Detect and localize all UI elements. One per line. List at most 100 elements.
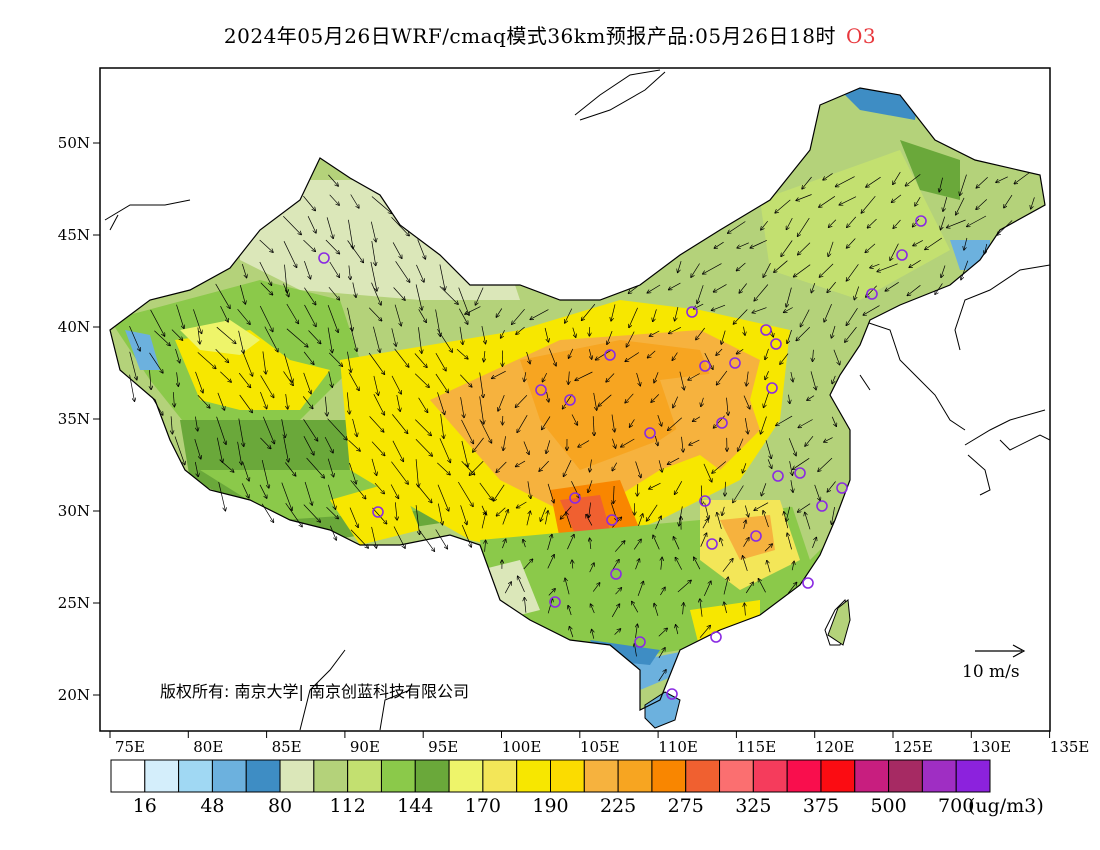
legend-swatch <box>719 759 754 793</box>
wind-arrow <box>327 484 335 509</box>
wind-arrow <box>303 351 314 364</box>
wind-arrow <box>460 374 472 387</box>
wind-arrow <box>241 263 246 278</box>
wind-arrow <box>395 502 397 520</box>
legend-swatch <box>550 759 585 793</box>
wind-arrow <box>171 329 183 341</box>
wind-arrow <box>371 441 385 456</box>
wind-arrow <box>347 240 364 263</box>
wind-arrow <box>352 418 358 437</box>
wind-arrow <box>650 330 660 336</box>
wind-arrow <box>717 370 728 385</box>
wind-arrow <box>512 308 525 324</box>
wind-arrow <box>479 372 484 398</box>
wind-arrow <box>435 353 446 371</box>
wind-arrow <box>349 462 357 484</box>
wind-arrow <box>498 394 505 411</box>
wind-arrow <box>329 261 340 277</box>
wind-arrow <box>935 283 943 295</box>
wind-arrow <box>905 174 921 186</box>
wind-arrow <box>325 396 327 416</box>
wind-arrow <box>502 539 505 549</box>
wind-arrow <box>703 581 711 597</box>
wind-arrow <box>827 481 836 492</box>
wind-arrow <box>527 481 531 498</box>
taiwan-island <box>827 599 851 646</box>
wind-arrow <box>572 560 573 569</box>
wind-arrow <box>590 538 591 550</box>
wind-arrow <box>907 285 921 295</box>
wind-arrow <box>939 177 943 192</box>
wind-arrow <box>612 438 615 448</box>
wind-arrow <box>304 304 317 327</box>
wind-arrow <box>503 436 506 450</box>
wind-arrow <box>787 533 792 550</box>
wind-arrow <box>661 557 662 570</box>
wind-arrow <box>129 351 137 380</box>
wind-arrow <box>598 394 612 406</box>
station-marker <box>896 249 908 261</box>
wind-arrow <box>195 416 197 431</box>
wind-arrow <box>744 418 748 434</box>
wind-arrow <box>347 307 353 331</box>
wind-arrow <box>329 194 340 205</box>
wind-arrow <box>704 352 713 369</box>
wind-arrow <box>784 307 793 313</box>
station-marker <box>729 357 741 369</box>
wind-arrow <box>461 419 474 444</box>
wind-arrow <box>996 176 1008 183</box>
wind-arrow <box>259 239 273 252</box>
station-marker <box>716 417 728 429</box>
wind-arrow <box>654 604 659 616</box>
y-tick-label: 45N <box>58 226 90 244</box>
wind-arrow <box>763 263 771 277</box>
wind-arrow <box>823 173 833 180</box>
station-marker <box>710 631 722 643</box>
wind-arrow <box>373 375 379 395</box>
wind-arrow <box>540 507 547 522</box>
wind-arrow <box>767 561 771 573</box>
wind-arrow <box>394 348 409 367</box>
wind-arrow <box>724 602 727 614</box>
station-marker <box>644 427 656 439</box>
wind-arrow <box>394 304 401 326</box>
wind-arrow <box>765 371 769 379</box>
wind-arrow <box>675 481 683 494</box>
wind-arrow <box>629 307 638 328</box>
wind-arrow <box>306 457 325 478</box>
station-marker <box>760 324 772 336</box>
wind-arrow <box>591 604 595 614</box>
x-tick-label: 125E <box>893 738 933 756</box>
wind-arrow <box>260 282 273 295</box>
legend-tick-label: 275 <box>668 795 704 817</box>
y-axis-ticks: 50N 45N 40N 35N 30N 25N 20N <box>58 134 100 704</box>
station-marker <box>686 306 698 318</box>
wind-arrow <box>814 484 821 501</box>
wind-arrow <box>328 286 340 300</box>
wind-arrow <box>712 304 726 310</box>
wind-arrow <box>638 514 642 527</box>
wind-arrow <box>242 462 249 481</box>
wind-arrow <box>326 217 333 238</box>
wind-arrow <box>261 460 269 488</box>
x-tick-label: 120E <box>815 738 855 756</box>
wind-arrow <box>197 394 210 408</box>
wind-arrow <box>437 392 445 414</box>
wind-arrow <box>215 283 230 309</box>
y-tick-label: 50N <box>58 134 90 152</box>
wind-arrow <box>956 197 965 215</box>
wind-arrow <box>329 525 336 540</box>
wind-arrow <box>589 349 591 359</box>
wind-arrow <box>636 372 641 386</box>
wind-arrow <box>827 281 836 292</box>
wind-arrow <box>615 588 622 595</box>
wind-arrow <box>328 371 333 388</box>
wind-arrow <box>262 416 274 444</box>
legend-swatch <box>617 759 653 793</box>
wind-arrow <box>437 484 449 511</box>
wind-arrow <box>171 416 172 433</box>
wind-arrow <box>786 506 791 522</box>
wind-arrow <box>798 242 811 255</box>
wind-arrow <box>658 648 665 659</box>
wind-arrow <box>611 414 615 432</box>
